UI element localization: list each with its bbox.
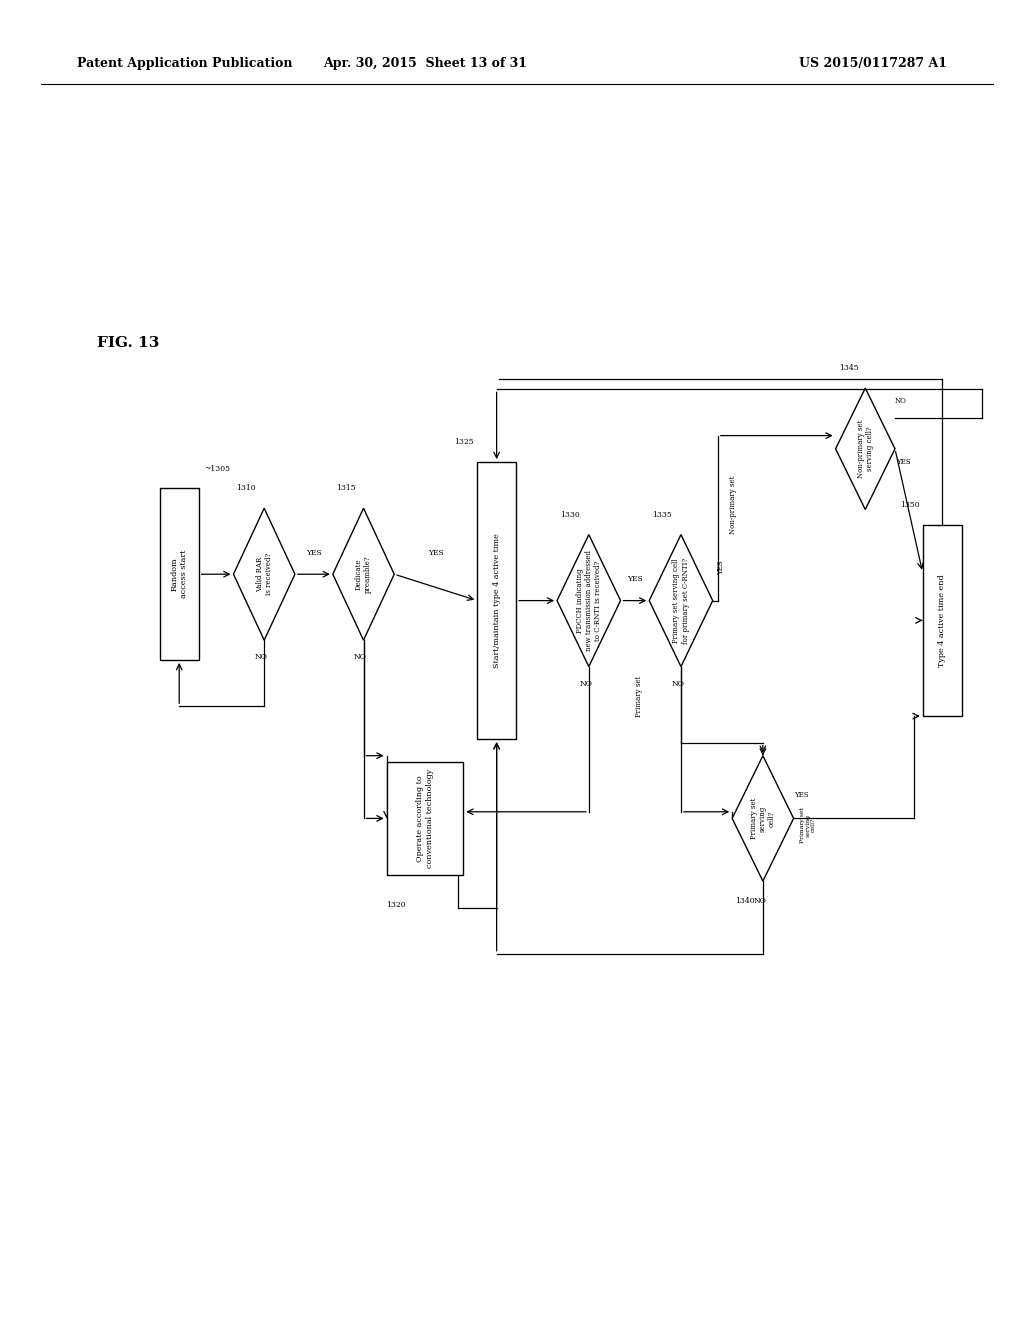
Text: Type 4 active time end: Type 4 active time end bbox=[938, 574, 946, 667]
Text: FIG. 13: FIG. 13 bbox=[97, 337, 160, 350]
Text: Primary set serving cell
for primary set C-RNTI?: Primary set serving cell for primary set… bbox=[673, 557, 689, 644]
Text: US 2015/0117287 A1: US 2015/0117287 A1 bbox=[799, 57, 947, 70]
Text: Apr. 30, 2015  Sheet 13 of 31: Apr. 30, 2015 Sheet 13 of 31 bbox=[323, 57, 527, 70]
Text: NO: NO bbox=[672, 680, 684, 688]
Text: Start/maintain type 4 active time: Start/maintain type 4 active time bbox=[493, 533, 501, 668]
Text: 1325: 1325 bbox=[455, 438, 474, 446]
Text: YES: YES bbox=[896, 458, 910, 466]
Text: Non-primary set: Non-primary set bbox=[729, 475, 737, 535]
Bar bbox=[160, 488, 199, 660]
Text: 1345: 1345 bbox=[839, 364, 858, 372]
Text: YES: YES bbox=[717, 560, 725, 576]
Text: YES: YES bbox=[795, 791, 809, 799]
Text: Primary set
serving
cell?: Primary set serving cell? bbox=[800, 807, 816, 843]
Text: YES: YES bbox=[428, 549, 443, 557]
Text: 1350: 1350 bbox=[900, 500, 920, 508]
Text: Primary set: Primary set bbox=[635, 676, 643, 717]
Text: Primary set
serving
cell?: Primary set serving cell? bbox=[750, 797, 776, 840]
Text: NO: NO bbox=[895, 397, 907, 405]
Polygon shape bbox=[333, 508, 394, 640]
Text: 1335: 1335 bbox=[652, 511, 672, 519]
Text: 1315: 1315 bbox=[336, 484, 355, 492]
Text: 1310: 1310 bbox=[237, 484, 256, 492]
Text: Valid RAR
is received?: Valid RAR is received? bbox=[256, 553, 272, 595]
Bar bbox=[387, 762, 463, 874]
Text: NO: NO bbox=[354, 653, 367, 661]
Polygon shape bbox=[557, 535, 621, 667]
Text: NO: NO bbox=[580, 680, 592, 688]
Text: Random
access start: Random access start bbox=[170, 550, 188, 598]
Text: YES: YES bbox=[627, 576, 643, 583]
Text: PDCCH indicating
new transmission addressed
to C-RNTI is received?: PDCCH indicating new transmission addres… bbox=[575, 550, 602, 651]
Polygon shape bbox=[836, 388, 895, 510]
Text: NO: NO bbox=[754, 898, 766, 906]
Bar bbox=[923, 525, 962, 715]
Text: Dedicate
preamble?: Dedicate preamble? bbox=[355, 556, 372, 593]
Text: 1320: 1320 bbox=[387, 900, 407, 909]
Text: Non-primary set
serving cell?: Non-primary set serving cell? bbox=[857, 420, 873, 478]
Polygon shape bbox=[732, 755, 794, 882]
Text: NO: NO bbox=[255, 653, 267, 661]
Text: ~1305: ~1305 bbox=[204, 465, 229, 473]
Text: Patent Application Publication: Patent Application Publication bbox=[77, 57, 292, 70]
Text: YES: YES bbox=[306, 549, 322, 557]
Text: 1330: 1330 bbox=[560, 511, 580, 519]
Polygon shape bbox=[233, 508, 295, 640]
Polygon shape bbox=[649, 535, 713, 667]
Text: Operate according to
conventional technology: Operate according to conventional techno… bbox=[416, 768, 434, 869]
Text: 1340: 1340 bbox=[735, 898, 755, 906]
Bar bbox=[477, 462, 516, 739]
